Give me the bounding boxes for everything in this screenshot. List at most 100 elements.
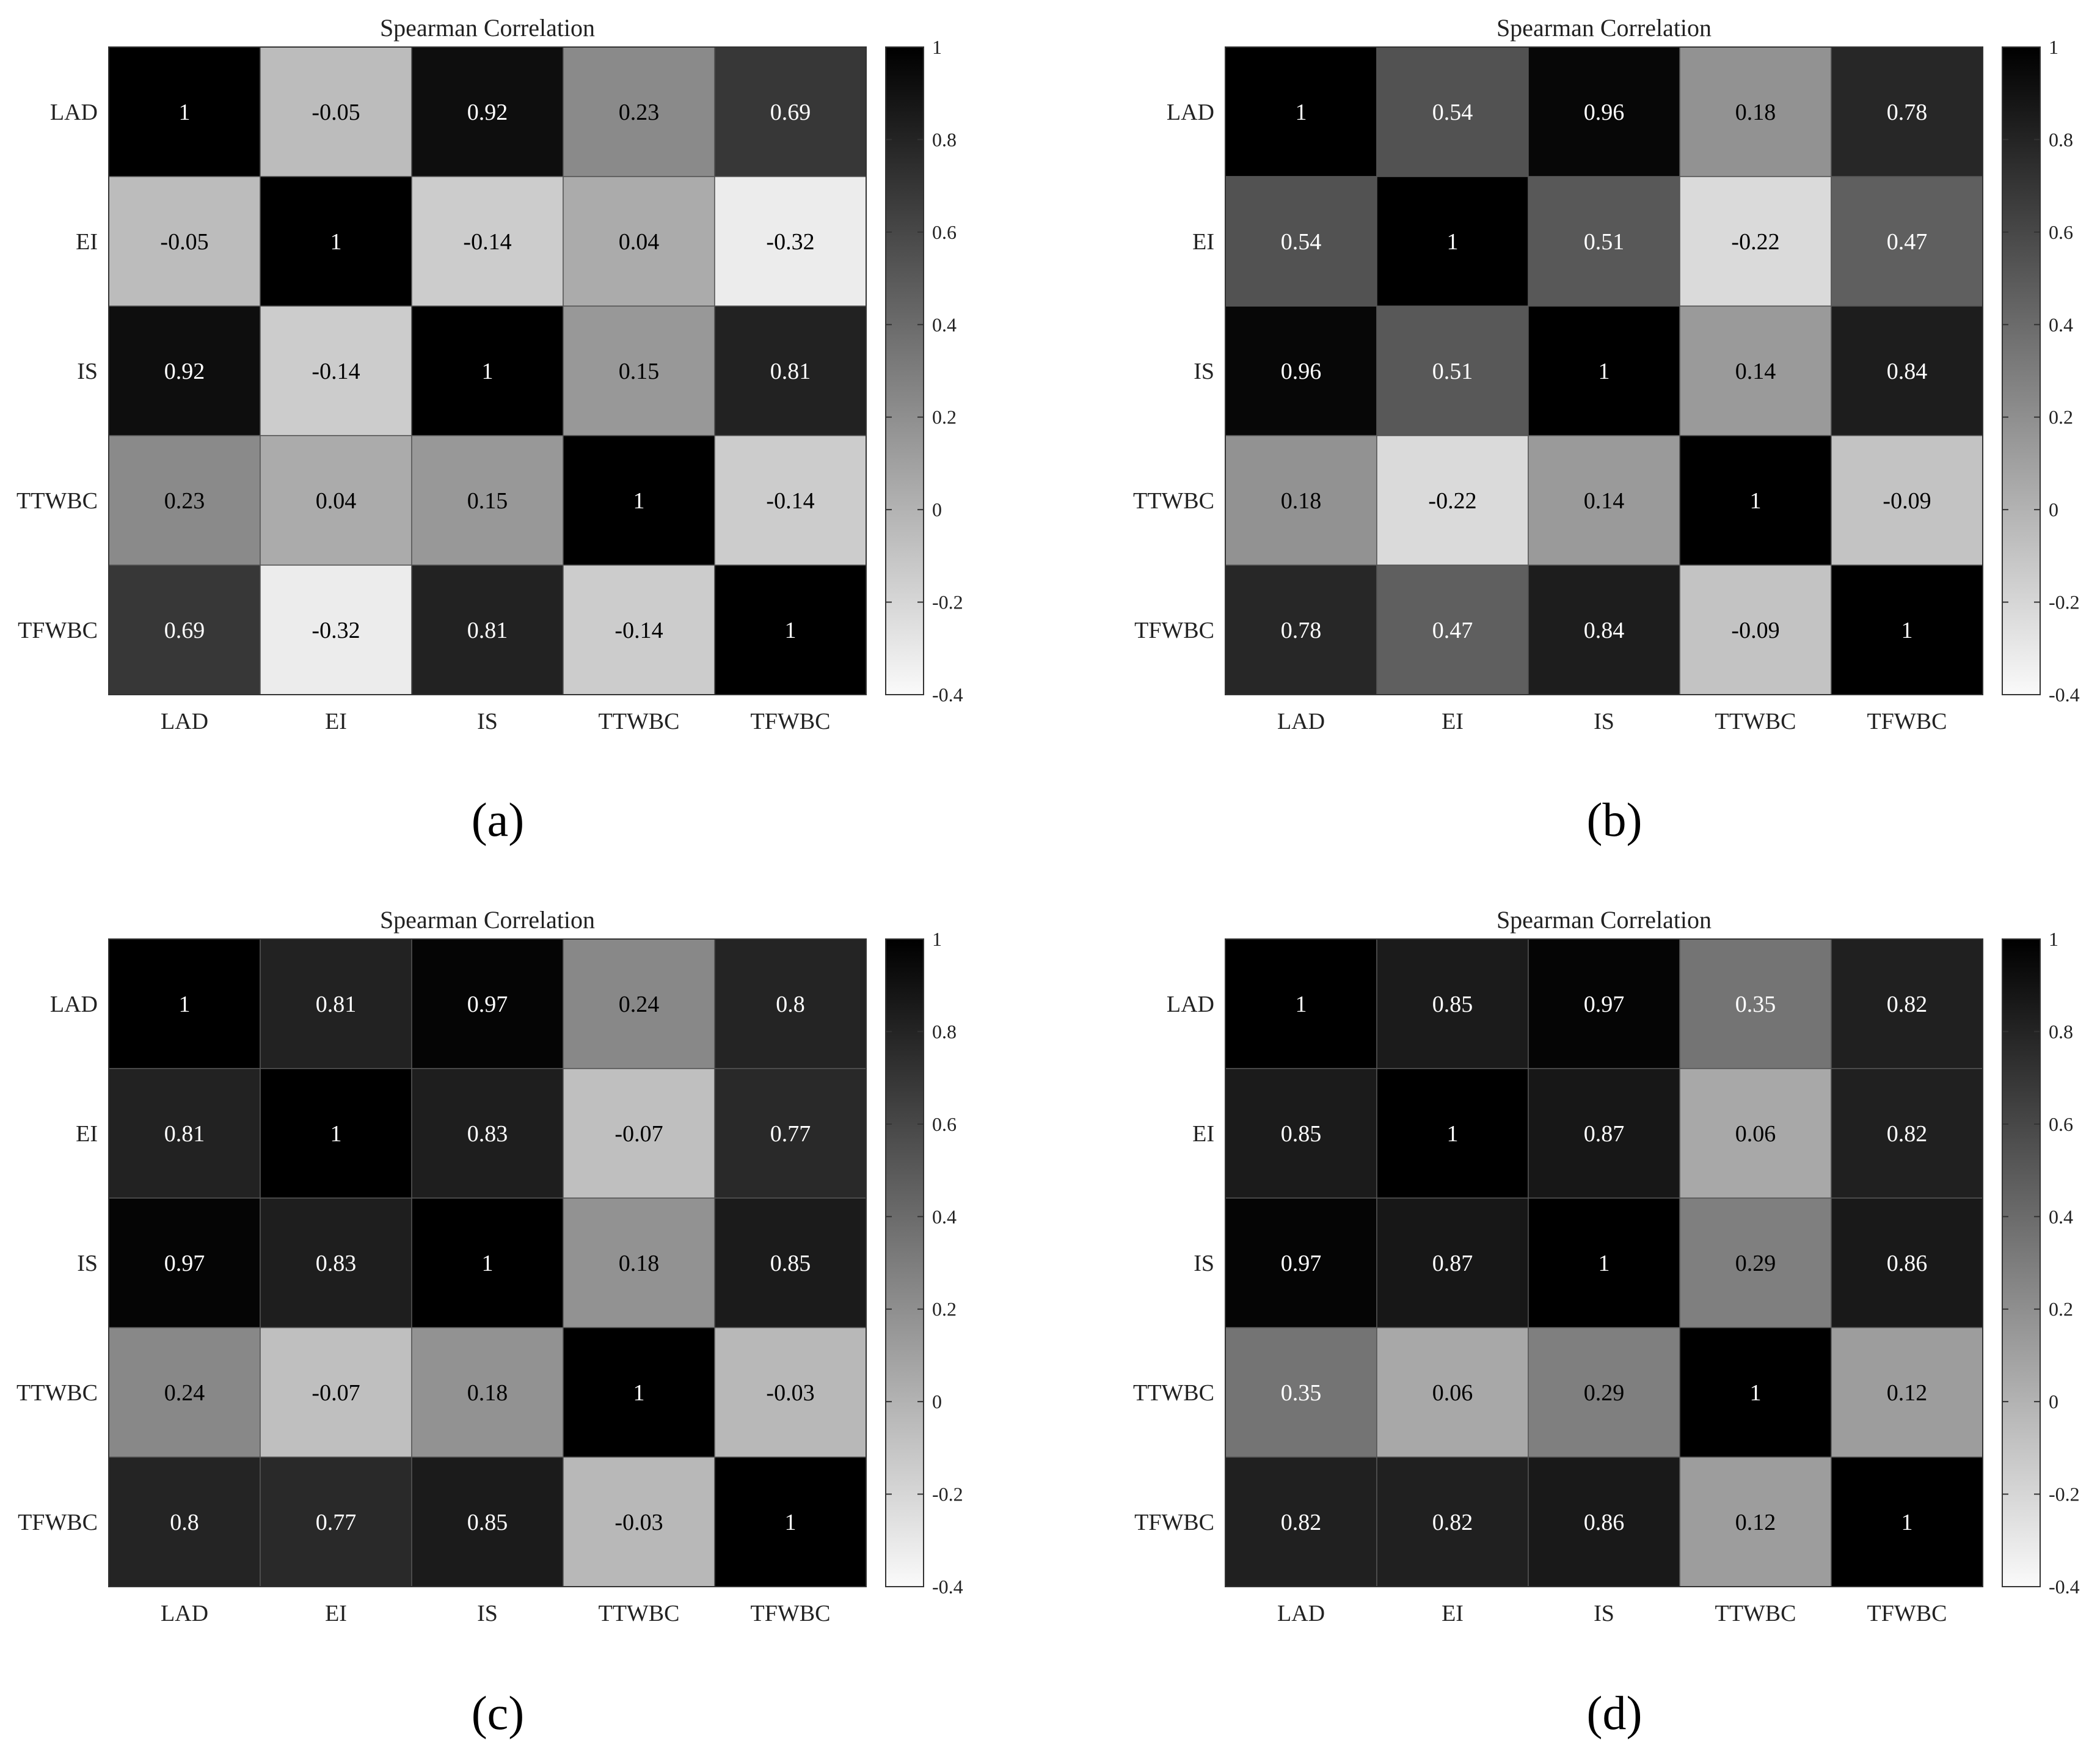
heatmap-panel-d: Spearman Correlation 1 0.85 0.97 0.35 0.82 0.8… — [1133, 906, 2080, 1739]
heatmap-panel-a: Spearman Correlation 1 -0.05 0.92 0.23 0.69 -0… — [16, 14, 963, 846]
cell-value-label: 0.85 — [770, 1251, 811, 1276]
heatmap-cell — [1528, 305, 1680, 436]
heatmap-cell — [1679, 565, 1832, 695]
heatmap-cell — [411, 1457, 564, 1587]
heatmap-cell — [260, 565, 412, 695]
heatmap-cell — [411, 305, 564, 436]
heatmap-cell — [411, 565, 564, 695]
cell-value-label: 0.8 — [776, 992, 805, 1017]
x-tick-label: IS — [1594, 1601, 1614, 1626]
x-tick-label: LAD — [1277, 1601, 1325, 1626]
colorbar — [2002, 46, 2041, 695]
heatmap-cell — [714, 435, 867, 566]
cell-value-label: 0.12 — [1735, 1510, 1776, 1535]
heatmap-cell — [1225, 435, 1377, 566]
heatmap-cell — [260, 46, 412, 177]
heatmap-cell — [260, 305, 412, 436]
heatmap-cell — [108, 46, 261, 177]
x-tick-label: TTWBC — [1715, 709, 1796, 734]
heatmap-cell — [1679, 1068, 1832, 1199]
heatmap-cell — [1225, 938, 1377, 1069]
x-tick-label: IS — [477, 709, 498, 734]
heatmap-cell — [260, 176, 412, 307]
colorbar — [2002, 938, 2041, 1587]
cell-value-label: -0.22 — [1731, 229, 1779, 255]
heatmap-cell — [411, 938, 564, 1069]
chart-title: Spearman Correlation — [380, 14, 595, 42]
cell-value-label: 0.51 — [1432, 359, 1473, 384]
colorbar-tick-label: 0.4 — [932, 313, 957, 335]
x-tick-label: TFWBC — [751, 1601, 831, 1626]
colorbar-tick-label: 0.4 — [2049, 313, 2073, 335]
cell-value-label: 0.85 — [1281, 1121, 1322, 1147]
colorbar-tick-label: 0.4 — [932, 1205, 957, 1227]
heatmap-cell — [1679, 176, 1832, 307]
cell-value-label: 0.84 — [1584, 618, 1625, 643]
panel-label: (b) — [1587, 793, 1642, 846]
colorbar-tick-label: 0.4 — [2049, 1205, 2073, 1227]
cell-value-label: 0.51 — [1584, 229, 1625, 255]
colorbar-tick-label: 0.6 — [932, 1113, 957, 1135]
y-tick-label: LAD — [50, 100, 98, 125]
cell-value-label: -0.05 — [160, 229, 208, 255]
heatmap-cell — [260, 1197, 412, 1328]
cell-value-label: 1 — [482, 359, 494, 384]
x-tick-label: TTWBC — [599, 709, 680, 734]
cell-value-label: 0.29 — [1584, 1380, 1625, 1406]
heatmap-cell — [1376, 46, 1529, 177]
heatmap-cell — [1528, 435, 1680, 566]
colorbar-tick-label: 0 — [932, 499, 942, 521]
cell-value-label: 0.18 — [619, 1251, 660, 1276]
heatmap-cell — [1528, 1068, 1680, 1199]
heatmap-cell — [714, 176, 867, 307]
cell-value-label: 0.84 — [1887, 359, 1928, 384]
heatmap-panel-b: Spearman Correlation 1 0.54 0.96 0.18 0.78 0.5… — [1133, 14, 2080, 846]
chart-title: Spearman Correlation — [1497, 906, 1712, 934]
heatmap-cell — [108, 1068, 261, 1199]
colorbar-tick-label: -0.2 — [2049, 1483, 2080, 1505]
heatmap-cell — [108, 176, 261, 307]
colorbar-tick-label: 1 — [2049, 928, 2058, 950]
heatmap-cell — [1225, 1457, 1377, 1587]
cell-value-label: 0.14 — [1735, 359, 1776, 384]
heatmap-cell — [1376, 938, 1529, 1069]
heatmap-cell — [411, 1197, 564, 1328]
heatmap-cell — [411, 176, 564, 307]
cell-value-label: 0.78 — [1887, 100, 1928, 125]
cell-value-label: 0.06 — [1735, 1121, 1776, 1147]
heatmap-cell — [1376, 1068, 1529, 1199]
colorbar-tick-label: 1 — [2049, 36, 2058, 58]
x-tick-label: LAD — [161, 1601, 208, 1626]
x-tick-label: TFWBC — [751, 709, 831, 734]
heatmap-cell — [1225, 305, 1377, 436]
cell-value-label: 0.87 — [1432, 1251, 1473, 1276]
cell-value-label: 0.24 — [164, 1380, 205, 1406]
heatmap-cell — [563, 1327, 715, 1458]
heatmap-cell — [411, 1327, 564, 1458]
colorbar-tick-label: -0.2 — [932, 1483, 963, 1505]
cell-value-label: 0.81 — [770, 359, 811, 384]
colorbar-tick-label: -0.4 — [2049, 1576, 2080, 1598]
heatmap-cell — [1528, 1457, 1680, 1587]
y-tick-label: TTWBC — [16, 488, 98, 514]
y-tick-label: TTWBC — [1133, 488, 1214, 514]
panel-label: (a) — [472, 793, 525, 846]
heatmap-cell — [1376, 1197, 1529, 1328]
cell-value-label: 1 — [1901, 618, 1913, 643]
heatmap-cell — [1376, 435, 1529, 566]
colorbar-tick-label: 0.2 — [2049, 406, 2073, 428]
heatmap-cell — [1225, 1327, 1377, 1458]
cell-value-label: -0.07 — [312, 1380, 360, 1406]
cell-value-label: 0.35 — [1281, 1380, 1322, 1406]
heatmap-cell — [1831, 1327, 1983, 1458]
cell-value-label: 0.82 — [1432, 1510, 1473, 1535]
cell-value-label: -0.09 — [1883, 488, 1931, 514]
cell-value-label: 0.35 — [1735, 992, 1776, 1017]
cell-value-label: 1 — [1447, 1121, 1459, 1147]
heatmap-cell — [1831, 1068, 1983, 1199]
y-tick-label: EI — [1192, 229, 1214, 255]
y-tick-label: TFWBC — [1134, 1510, 1214, 1535]
heatmap-cell — [108, 1457, 261, 1587]
x-tick-label: LAD — [1277, 709, 1325, 734]
heatmap-cell — [714, 1327, 867, 1458]
